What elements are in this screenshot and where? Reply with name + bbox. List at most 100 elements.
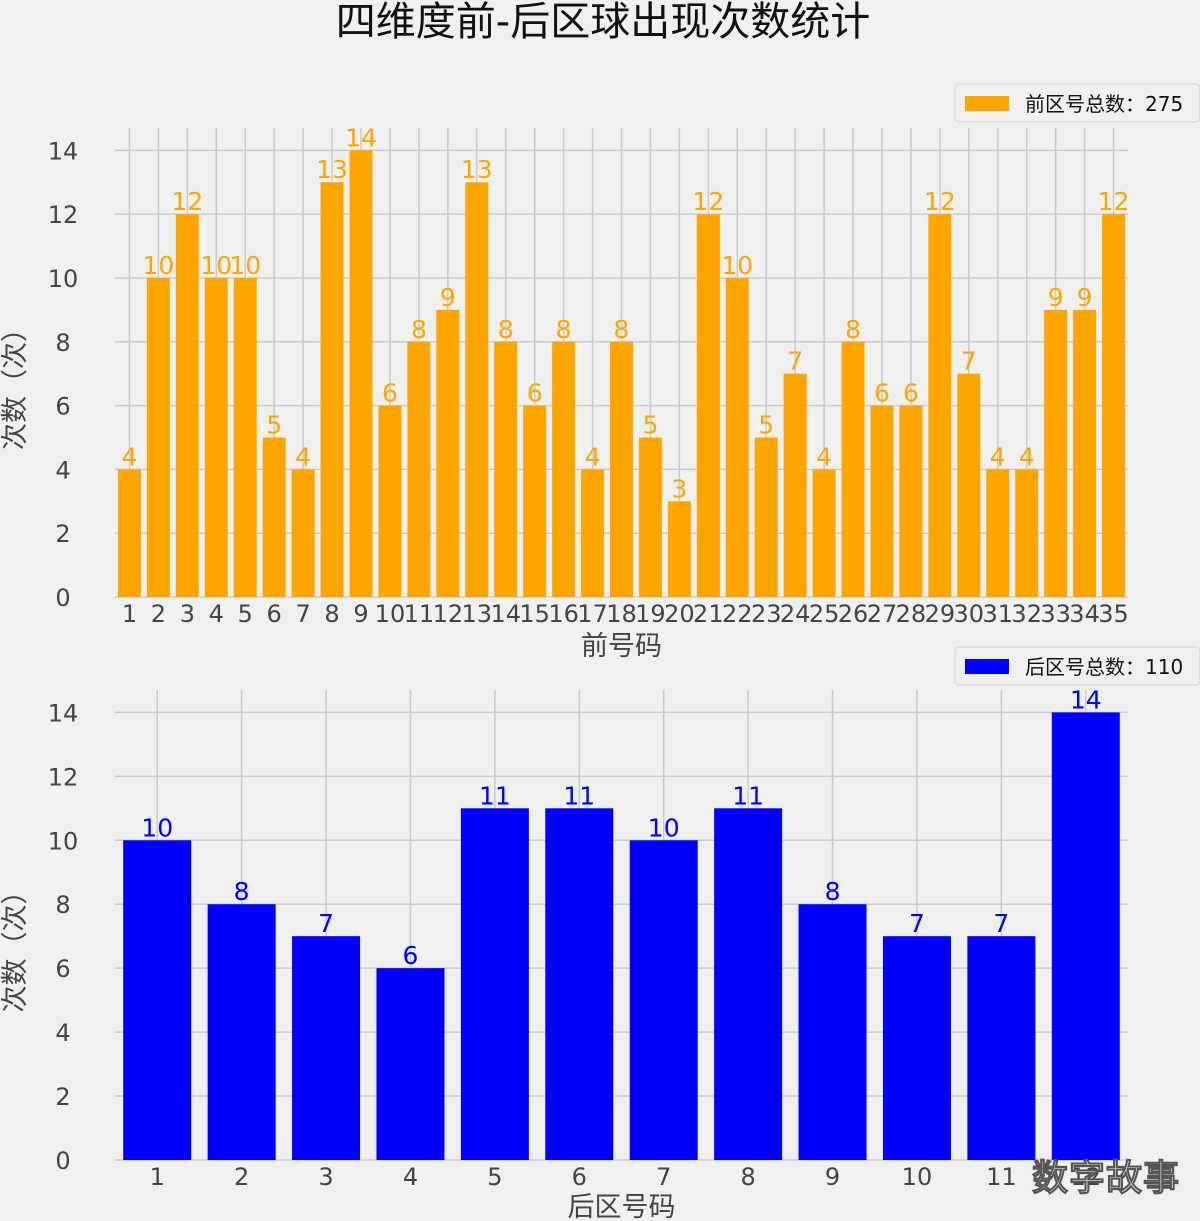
bar-value-label: 6 <box>874 379 890 408</box>
bar <box>1102 214 1126 597</box>
bar-value-label: 10 <box>648 813 680 842</box>
bar <box>957 373 981 597</box>
x-tick-label: 11 <box>986 1163 1017 1191</box>
bar-value-label: 4 <box>585 442 601 471</box>
legend: 后区号总数：110 <box>954 646 1200 686</box>
bar-value-label: 11 <box>732 781 764 810</box>
bar-value-label: 10 <box>141 813 173 842</box>
bar-value-label: 5 <box>758 410 774 439</box>
bar <box>262 437 286 597</box>
bar <box>292 936 361 1160</box>
bar <box>610 341 633 597</box>
x-tick-label: 22 <box>722 600 753 628</box>
bar <box>1073 309 1097 597</box>
x-tick-label: 7 <box>656 1163 671 1191</box>
legend-swatch <box>965 659 1009 674</box>
bar-value-label: 10 <box>721 251 753 280</box>
bar-value-label: 10 <box>200 251 232 280</box>
x-tick-label: 5 <box>487 1163 502 1191</box>
x-tick-label: 11 <box>404 600 435 628</box>
x-tick-label: 9 <box>825 1163 840 1191</box>
bar-value-label: 13 <box>461 155 493 184</box>
x-tick-label: 10 <box>375 600 406 628</box>
y-tick-label: 8 <box>55 891 70 919</box>
bar-value-label: 6 <box>527 379 543 408</box>
bar <box>1051 712 1120 1160</box>
legend-box <box>954 83 1200 123</box>
bar <box>545 808 614 1160</box>
bar <box>376 968 445 1160</box>
bar-value-label: 7 <box>961 347 977 376</box>
bar-value-label: 5 <box>642 410 658 439</box>
x-axis-label: 后区号码 <box>568 1192 676 1221</box>
bar <box>407 341 431 597</box>
bar-value-label: 11 <box>563 781 595 810</box>
y-tick-label: 4 <box>55 1019 70 1047</box>
x-tick-label: 6 <box>572 1163 587 1191</box>
y-tick-label: 0 <box>55 1147 70 1175</box>
bar-value-label: 3 <box>671 474 687 503</box>
bar <box>465 182 489 597</box>
x-tick-label: 25 <box>809 600 840 628</box>
legend-box <box>954 646 1200 686</box>
bar-value-label: 4 <box>1019 442 1035 471</box>
bar <box>1015 469 1039 597</box>
chart-panel-2: 0 2 4 6 8 10 12 14 10 1 8 2 7 3 6 4 11 5 11 6 10 7 11 8 8 9 7 10 7 11… <box>0 646 1200 1221</box>
x-tick-label: 26 <box>838 600 869 628</box>
legend-swatch <box>965 96 1009 111</box>
bar-value-label: 6 <box>382 379 398 408</box>
bar <box>581 469 605 597</box>
x-tick-label: 19 <box>635 600 666 628</box>
x-tick-label: 2 <box>234 1163 249 1191</box>
bar <box>233 277 257 597</box>
x-tick-label: 23 <box>751 600 782 628</box>
legend-label: 前区号总数：275 <box>1025 92 1183 116</box>
bar-value-label: 14 <box>345 123 377 152</box>
y-tick-label: 10 <box>48 827 79 855</box>
bar <box>899 405 923 597</box>
chart-panel-1: 0246810121441102123104105564713814961081… <box>0 83 1200 662</box>
x-tick-label: 4 <box>209 600 224 628</box>
x-tick-label: 34 <box>1069 600 1100 628</box>
y-tick-label: 14 <box>48 137 79 165</box>
bar-value-label: 8 <box>614 315 630 344</box>
y-tick-label: 14 <box>48 699 79 727</box>
x-tick-label: 9 <box>353 600 368 628</box>
bar-value-label: 12 <box>692 187 724 216</box>
bar <box>378 405 402 597</box>
bar <box>1044 309 1068 597</box>
y-tick-label: 2 <box>55 1083 70 1111</box>
x-tick-label: 28 <box>896 600 927 628</box>
bar-value-label: 8 <box>234 877 250 906</box>
bar-value-label: 14 <box>1070 685 1102 714</box>
bar-value-label: 10 <box>143 251 175 280</box>
bar <box>967 936 1036 1160</box>
bar <box>175 214 199 597</box>
bar <box>552 341 576 597</box>
bar <box>349 150 373 598</box>
bar <box>436 309 460 597</box>
bar-value-label: 12 <box>171 187 203 216</box>
bar <box>117 469 141 597</box>
x-tick-label: 5 <box>238 600 253 628</box>
bar-value-label: 8 <box>845 315 861 344</box>
y-tick-label: 12 <box>48 201 79 229</box>
bar-value-label: 8 <box>556 315 572 344</box>
legend-label: 后区号总数：110 <box>1025 655 1183 679</box>
y-axis-label: 次数（次） <box>0 878 31 1013</box>
bar <box>494 341 518 597</box>
bar-value-label: 7 <box>787 347 803 376</box>
bar <box>523 405 547 597</box>
bar <box>841 341 865 597</box>
y-tick-label: 2 <box>55 520 70 548</box>
x-tick-label: 30 <box>954 600 985 628</box>
bar <box>783 373 807 597</box>
bar-value-label: 8 <box>498 315 514 344</box>
x-tick-label: 4 <box>403 1163 418 1191</box>
x-tick-label: 31 <box>982 600 1013 628</box>
bar <box>812 469 836 597</box>
bar-value-label: 9 <box>1077 283 1093 312</box>
x-tick-label: 8 <box>740 1163 755 1191</box>
